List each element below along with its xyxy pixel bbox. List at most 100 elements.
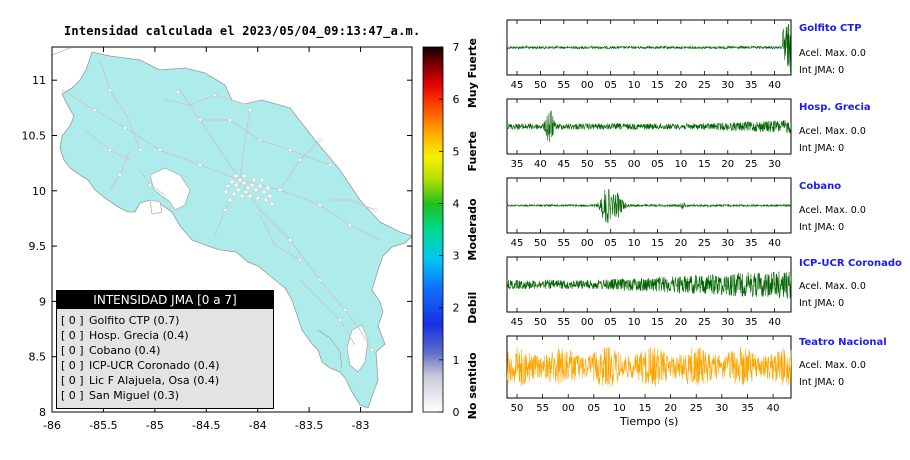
station-int: Int JMA: 0 [799,222,845,233]
colorbar-category-label: Debil [466,292,479,324]
time-tick-label: 35 [745,238,758,249]
town-marker [298,158,302,162]
seismogram-panel: 45 50 55 00 05 10 15 20 25 30 35 40 [506,256,792,328]
seismogram-trace [506,271,792,299]
town-marker [247,193,253,199]
town-marker [288,148,292,152]
map-axes: -86 -85.5 -85 -84.5 -84 -83.5 -83 11 10.5 10 9.5 9 8… [22,47,412,432]
road [61,89,241,181]
legend-row: [ 0 ] Golfito CTP (0.7) [61,314,180,327]
colorbar [422,46,444,413]
time-tick-label: 30 [721,238,734,249]
town-marker [233,173,239,179]
time-tick-label: 55 [557,80,570,91]
time-tick-label: 10 [613,403,626,414]
town-marker [328,163,332,167]
town-marker [343,308,347,312]
map-title: Intensidad calculada el 2023/05/04_09:13… [64,24,421,38]
nicaragua-lake-edge [52,47,71,56]
station-name-cobano: Cobano [799,181,842,192]
time-tick-label: 45 [511,317,524,328]
town-marker [198,163,202,167]
time-tick-label: 55 [536,403,549,414]
time-tick-label: 35 [511,159,524,170]
town-marker [231,191,237,197]
intensity-legend: INTENSIDAD JMA [0 a 7] [ 0 ] Golfito CTP … [56,290,274,409]
town-marker [241,180,247,186]
seismogram-trace [506,346,792,387]
y-tick-label: 11 [32,74,46,87]
station-int: Int JMA: 0 [799,143,845,154]
y-tick-label: 8.5 [29,351,47,364]
time-tick-label: 40 [767,403,780,414]
x-tick-label: -84 [249,419,267,432]
town-marker [248,108,252,112]
x-tick-label: -85.5 [89,419,117,432]
colorbar-category-label: Muy Fuerte [466,38,479,108]
time-tick-label: 50 [534,317,547,328]
town-marker [373,208,377,212]
town-marker [123,126,127,130]
town-marker [233,182,239,188]
colorbar-category-label: Fuerte [466,131,479,171]
town-marker [176,90,180,94]
time-tick-label: 40 [768,238,781,249]
time-tick-label: 05 [651,159,664,170]
time-tick-label: 25 [698,80,711,91]
x-tick-label: -83.5 [295,419,323,432]
town-marker [269,201,275,207]
road [99,59,141,151]
y-tick-label: 9 [39,295,46,308]
time-tick-label: 25 [698,238,711,249]
time-tick-label: 20 [721,159,734,170]
town-marker [198,118,202,122]
station-name-coronado: ICP-UCR Coronado [799,258,902,269]
town-marker [253,187,259,193]
town-marker [257,183,263,189]
road [259,214,301,261]
time-tick-label: 55 [604,159,617,170]
gulf-of-nicoya [149,167,191,211]
road [179,89,331,166]
legend-row: [ 0 ] Cobano (0.4) [61,344,161,357]
station-accel: Acel. Max. 0.0 [799,126,866,137]
town-marker [249,182,255,188]
colorbar-tick-label: 0 [453,406,460,419]
town-marker [228,118,232,122]
time-tick-label: 20 [675,317,688,328]
x-tick-label: -83 [352,419,370,432]
colorbar-axis: 0 1 2 3 4 5 6 7 No sentido Debil Moderado Fuerte Muy… [439,38,479,419]
colorbar-category-label: Moderado [466,198,479,261]
town-marker [288,238,292,242]
town-marker [298,258,302,262]
town-marker [261,189,267,195]
colorbar-tick-label: 3 [453,250,460,263]
seismogram-panel: 50 55 00 05 10 15 20 25 30 35 40 [506,335,792,414]
y-tick-label: 10.5 [22,129,47,142]
town-marker [229,179,235,185]
town-marker [239,193,245,199]
station-int: Int JMA: 0 [799,377,845,388]
time-tick-label: 00 [628,159,641,170]
colorbar-tick-label: 1 [453,354,460,367]
time-tick-label: 35 [745,317,758,328]
town-marker [259,177,265,183]
time-tick-label: 15 [698,159,711,170]
y-tick-label: 10 [32,185,46,198]
time-tick-label: 20 [675,80,688,91]
time-tick-label: 55 [557,238,570,249]
legend-row: [ 0 ] ICP-UCR Coronado (0.4) [61,359,220,372]
legend-row: [ 0 ] San Miguel (0.3) [61,389,180,402]
time-tick-label: 40 [534,159,547,170]
road [299,279,356,346]
legend-row: [ 0 ] Hosp. Grecia (0.4) [61,329,189,342]
road [330,199,376,211]
town-marker [258,138,262,142]
roads-network [61,59,381,351]
town-marker [223,189,229,195]
time-tick-label: 10 [628,317,641,328]
time-tick-label: 50 [581,159,594,170]
town-marker [263,197,269,203]
town-marker [241,173,247,179]
